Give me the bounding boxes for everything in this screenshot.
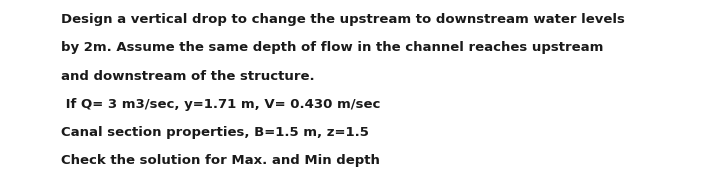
Text: Check the solution for Max. and Min depth: Check the solution for Max. and Min dept… — [61, 154, 380, 167]
Text: and downstream of the structure.: and downstream of the structure. — [61, 70, 315, 82]
Text: by 2m. Assume the same depth of flow in the channel reaches upstream: by 2m. Assume the same depth of flow in … — [61, 41, 603, 54]
Text: Design a vertical drop to change the upstream to downstream water levels: Design a vertical drop to change the ups… — [61, 13, 625, 26]
Text: If Q= 3 m3/sec, y=1.71 m, V= 0.430 m/sec: If Q= 3 m3/sec, y=1.71 m, V= 0.430 m/sec — [61, 98, 381, 111]
Text: Canal section properties, B=1.5 m, z=1.5: Canal section properties, B=1.5 m, z=1.5 — [61, 126, 369, 139]
